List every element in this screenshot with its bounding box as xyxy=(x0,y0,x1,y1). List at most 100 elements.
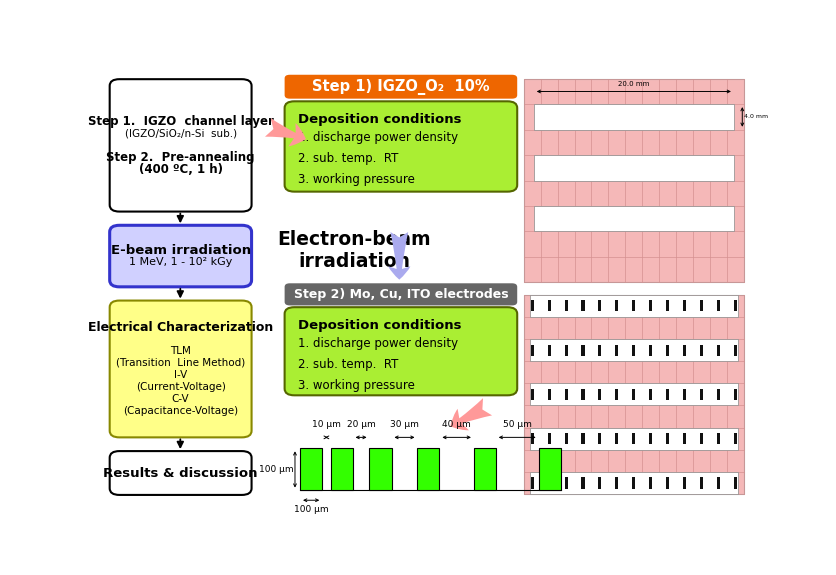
Text: TLM: TLM xyxy=(171,346,191,356)
FancyBboxPatch shape xyxy=(284,283,517,305)
Bar xyxy=(683,433,686,444)
Bar xyxy=(330,448,353,490)
Bar xyxy=(530,339,738,361)
Text: 40 μm: 40 μm xyxy=(442,420,471,430)
Text: Step 1.  IGZO  channel layer: Step 1. IGZO channel layer xyxy=(88,115,273,128)
Bar xyxy=(700,433,703,444)
Bar xyxy=(650,300,652,312)
Text: 1. discharge power density: 1. discharge power density xyxy=(298,337,457,350)
Bar xyxy=(548,344,551,356)
Text: Deposition conditions: Deposition conditions xyxy=(298,319,461,332)
Bar xyxy=(548,477,551,489)
FancyBboxPatch shape xyxy=(110,225,252,287)
Bar xyxy=(564,477,568,489)
Bar xyxy=(531,433,533,444)
Bar xyxy=(523,295,744,494)
Bar xyxy=(548,433,551,444)
Bar xyxy=(531,300,533,312)
Text: Step 2) Mo, Cu, ITO electrodes: Step 2) Mo, Cu, ITO electrodes xyxy=(293,288,508,301)
Bar xyxy=(734,344,737,356)
Bar xyxy=(599,344,601,356)
Bar xyxy=(530,472,738,494)
Bar xyxy=(531,389,533,400)
FancyBboxPatch shape xyxy=(284,75,517,99)
Bar xyxy=(564,344,568,356)
Bar xyxy=(666,477,670,489)
Bar xyxy=(650,344,652,356)
Bar xyxy=(632,389,635,400)
Bar xyxy=(582,344,584,356)
Bar xyxy=(474,448,496,490)
Text: E-beam irradiation: E-beam irradiation xyxy=(110,244,251,256)
Bar xyxy=(582,389,584,400)
Text: C-V: C-V xyxy=(172,394,190,404)
Bar xyxy=(530,428,738,450)
Bar xyxy=(370,448,391,490)
Text: 100 μm: 100 μm xyxy=(294,505,329,513)
Text: Electron-beam
irradiation: Electron-beam irradiation xyxy=(277,230,431,271)
Text: 100 μm: 100 μm xyxy=(259,465,293,474)
Bar xyxy=(523,79,744,282)
Bar xyxy=(650,389,652,400)
FancyBboxPatch shape xyxy=(110,79,252,212)
Bar xyxy=(734,477,737,489)
Bar xyxy=(632,344,635,356)
Bar xyxy=(650,433,652,444)
Bar xyxy=(534,206,734,232)
Bar xyxy=(564,433,568,444)
Bar xyxy=(530,295,738,317)
Text: 4.0 mm: 4.0 mm xyxy=(744,114,768,120)
Bar xyxy=(531,344,533,356)
Text: Step 1) IGZO_O₂  10%: Step 1) IGZO_O₂ 10% xyxy=(312,79,490,95)
Bar xyxy=(734,433,737,444)
Bar xyxy=(615,300,619,312)
Bar xyxy=(564,300,568,312)
FancyBboxPatch shape xyxy=(284,101,517,191)
Bar xyxy=(615,477,619,489)
Bar xyxy=(717,433,720,444)
Bar xyxy=(683,477,686,489)
Bar xyxy=(548,300,551,312)
Bar xyxy=(734,300,737,312)
Text: 2. sub. temp.  RT: 2. sub. temp. RT xyxy=(298,358,398,371)
Text: 20.0 mm: 20.0 mm xyxy=(618,81,650,87)
Bar xyxy=(582,433,584,444)
Text: 1 MeV, 1 - 10² kGy: 1 MeV, 1 - 10² kGy xyxy=(129,257,232,267)
Bar xyxy=(666,389,670,400)
Bar xyxy=(530,384,738,405)
Bar xyxy=(666,300,670,312)
Bar xyxy=(599,477,601,489)
Bar xyxy=(531,477,533,489)
Bar xyxy=(417,448,440,490)
Bar xyxy=(632,300,635,312)
Bar xyxy=(683,344,686,356)
Bar xyxy=(700,389,703,400)
Text: 30 μm: 30 μm xyxy=(390,420,419,430)
Text: 20 μm: 20 μm xyxy=(347,420,375,430)
Bar xyxy=(650,477,652,489)
Text: Step 2.  Pre-annealing: Step 2. Pre-annealing xyxy=(106,151,255,164)
Text: I-V: I-V xyxy=(174,370,187,380)
Bar xyxy=(615,433,619,444)
Bar xyxy=(734,389,737,400)
Bar xyxy=(666,433,670,444)
Bar xyxy=(700,300,703,312)
Text: 1. discharge power density: 1. discharge power density xyxy=(298,131,457,144)
Bar xyxy=(717,389,720,400)
Text: Deposition conditions: Deposition conditions xyxy=(298,113,461,126)
Text: 2. sub. temp.  RT: 2. sub. temp. RT xyxy=(298,152,398,165)
Bar xyxy=(615,344,619,356)
Text: 10 μm: 10 μm xyxy=(312,420,341,430)
Text: Results & discussion: Results & discussion xyxy=(104,466,257,480)
Bar xyxy=(599,300,601,312)
Bar xyxy=(632,477,635,489)
Text: 3. working pressure: 3. working pressure xyxy=(298,380,415,392)
Text: (Transition  Line Method): (Transition Line Method) xyxy=(116,358,245,368)
Bar xyxy=(534,104,734,129)
Bar xyxy=(700,477,703,489)
Bar xyxy=(683,389,686,400)
Text: (400 ºC, 1 h): (400 ºC, 1 h) xyxy=(139,163,222,176)
Text: (Current-Voltage): (Current-Voltage) xyxy=(135,382,226,392)
Bar xyxy=(582,477,584,489)
Bar xyxy=(683,300,686,312)
